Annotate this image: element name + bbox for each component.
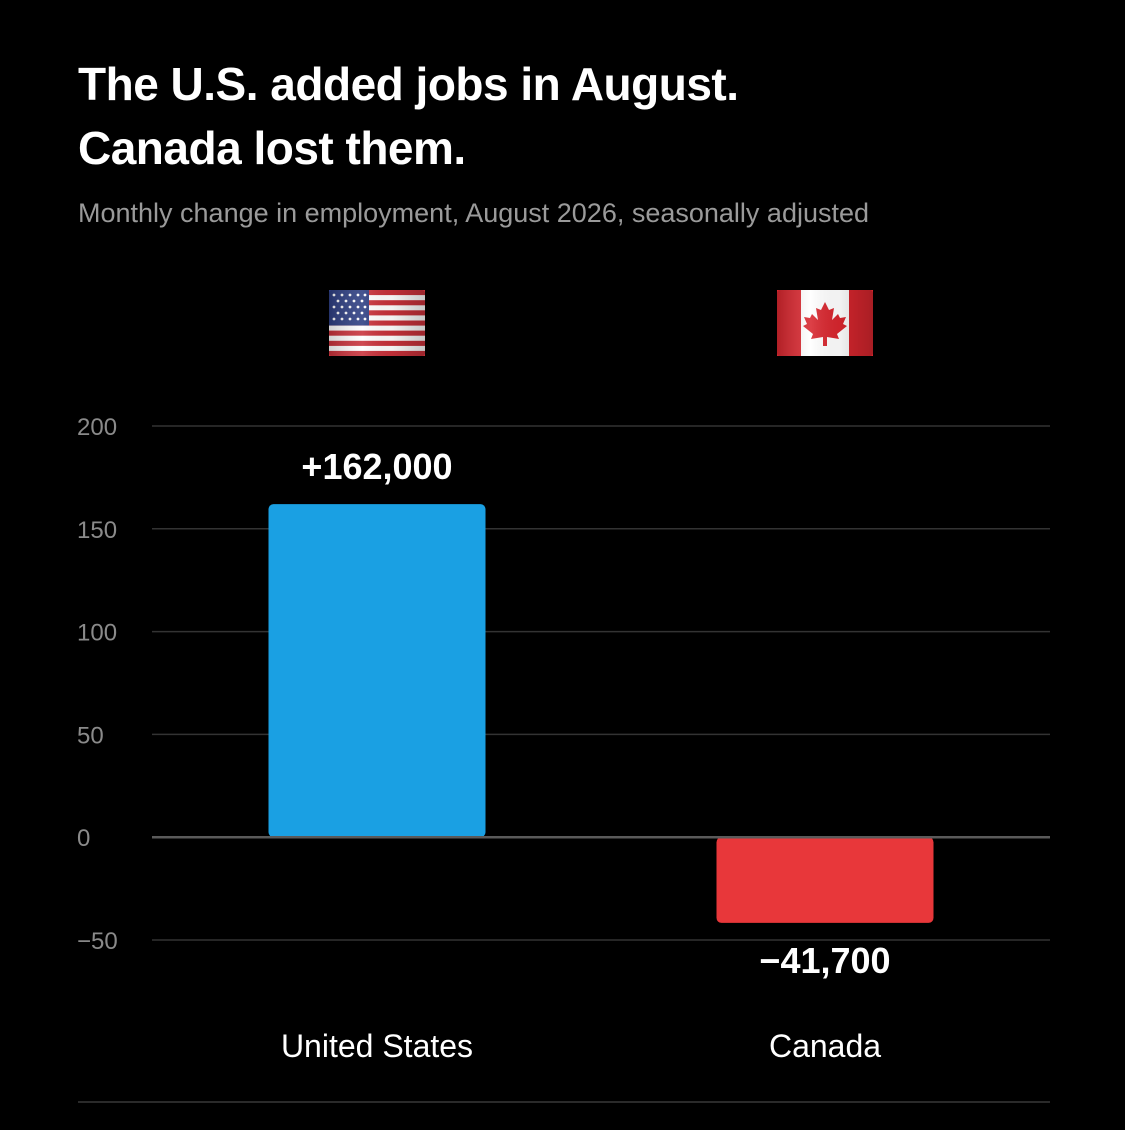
y-tick-label: 100 (77, 620, 117, 647)
chart-subtitle: Monthly change in employment, August 202… (78, 198, 870, 228)
y-axis-ticks: 200 150 100 50 0 −50 (77, 414, 118, 955)
y-tick-label: −50 (77, 928, 118, 955)
y-tick-label: 50 (77, 722, 104, 749)
y-tick-label: 150 (77, 517, 117, 544)
data-label: −41,700 (759, 940, 890, 981)
bar-united-states (268, 504, 486, 838)
y-tick-label: 200 (77, 414, 117, 441)
bar-canada (716, 837, 934, 923)
value-labels: +162,000 −41,700 (301, 446, 890, 981)
chart-title-line-1: The U.S. added jobs in August. (78, 58, 739, 110)
us-flag-icon (329, 290, 425, 356)
y-tick-label: 0 (77, 825, 90, 852)
category-label: United States (281, 1028, 473, 1064)
chart-title-line-2: Canada lost them. (78, 122, 466, 174)
bars (268, 504, 934, 923)
data-label: +162,000 (301, 446, 452, 487)
category-label: Canada (769, 1028, 881, 1064)
chart-title: The U.S. added jobs in August. Canada lo… (78, 52, 1078, 180)
canada-flag-icon (777, 290, 873, 356)
category-labels: United States Canada (281, 1028, 881, 1064)
